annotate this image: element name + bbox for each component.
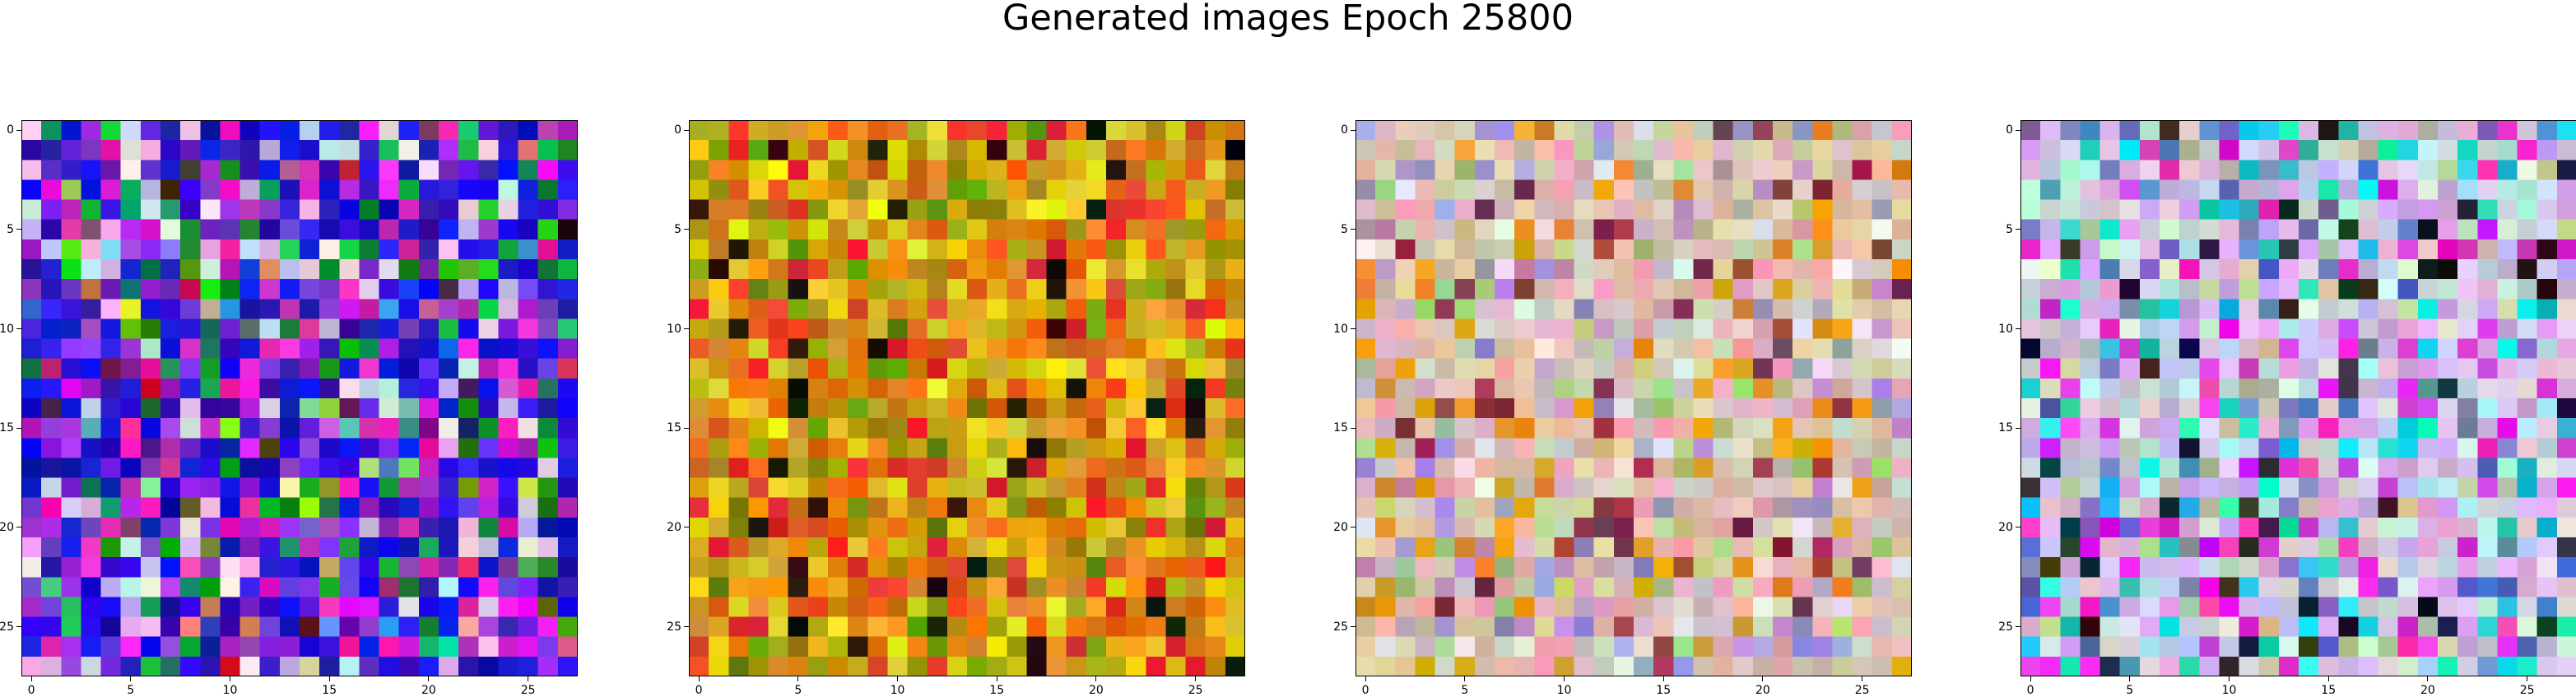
x-tick-mark [2427, 676, 2429, 681]
y-tick-label: 10 [1333, 322, 1348, 336]
x-tick-label: 5 [127, 684, 135, 697]
x-tick-label: 20 [2420, 684, 2435, 697]
y-tick-label: 25 [1998, 620, 2013, 634]
y-tick-mark [1351, 427, 1355, 429]
y-tick-mark [684, 129, 689, 131]
y-tick-mark [2016, 229, 2020, 230]
y-tick-mark [684, 229, 689, 230]
x-tick-mark [1564, 676, 1565, 681]
y-tick-label: 25 [667, 620, 681, 634]
generated-image-2 [689, 120, 1245, 676]
x-tick-label: 0 [695, 684, 703, 697]
x-tick-label: 25 [2519, 684, 2535, 697]
y-tick-label: 5 [2006, 222, 2013, 236]
y-tick-mark [16, 626, 21, 628]
y-tick-label: 5 [7, 222, 14, 236]
y-tick-label: 0 [2006, 123, 2013, 137]
x-tick-mark [2327, 676, 2329, 681]
x-tick-label: 0 [2026, 684, 2034, 697]
x-tick-label: 10 [2221, 684, 2237, 697]
y-tick-label: 15 [1998, 421, 2013, 435]
x-tick-label: 5 [794, 684, 802, 697]
x-tick-label: 0 [27, 684, 35, 697]
y-tick-mark [1351, 129, 1355, 131]
y-tick-label: 10 [1998, 322, 2013, 336]
x-tick-label: 15 [989, 684, 1005, 697]
y-tick-mark [2016, 328, 2020, 329]
y-tick-label: 0 [674, 123, 681, 137]
y-tick-mark [2016, 626, 2020, 628]
axes-frame [1355, 120, 1912, 676]
x-tick-mark [30, 676, 32, 681]
x-tick-mark [897, 676, 898, 681]
y-tick-mark [684, 626, 689, 628]
x-tick-mark [1195, 676, 1197, 681]
x-tick-mark [698, 676, 700, 681]
x-tick-mark [1762, 676, 1764, 681]
figure-title: Generated images Epoch 25800 [1002, 0, 1574, 39]
axes-frame [689, 120, 1245, 676]
x-tick-label: 15 [1656, 684, 1672, 697]
x-tick-mark [1464, 676, 1466, 681]
y-tick-mark [1351, 328, 1355, 329]
y-tick-label: 0 [1341, 123, 1348, 137]
y-tick-label: 25 [1333, 620, 1348, 634]
x-tick-label: 15 [322, 684, 337, 697]
y-tick-label: 25 [0, 620, 14, 634]
x-tick-mark [130, 676, 132, 681]
y-tick-mark [2016, 427, 2020, 429]
x-tick-label: 20 [1089, 684, 1104, 697]
x-tick-label: 10 [222, 684, 238, 697]
x-tick-label: 25 [520, 684, 536, 697]
x-tick-mark [2229, 676, 2230, 681]
y-tick-mark [1351, 626, 1355, 628]
y-tick-mark [1351, 229, 1355, 230]
y-tick-mark [16, 328, 21, 329]
y-tick-label: 5 [1341, 222, 1348, 236]
y-tick-label: 20 [667, 520, 681, 534]
x-tick-label: 5 [1461, 684, 1469, 697]
y-tick-label: 20 [1333, 520, 1348, 534]
x-tick-label: 25 [1188, 684, 1203, 697]
x-tick-mark [2129, 676, 2131, 681]
axes-frame [21, 120, 578, 676]
x-tick-mark [328, 676, 330, 681]
x-tick-label: 20 [1755, 684, 1770, 697]
y-tick-label: 20 [0, 520, 14, 534]
x-tick-label: 10 [1556, 684, 1572, 697]
x-tick-mark [1095, 676, 1097, 681]
x-tick-mark [797, 676, 799, 681]
y-tick-mark [16, 129, 21, 131]
y-tick-mark [16, 427, 21, 429]
x-tick-mark [1662, 676, 1664, 681]
x-tick-label: 5 [2126, 684, 2134, 697]
x-tick-label: 15 [2321, 684, 2337, 697]
x-tick-mark [1365, 676, 1366, 681]
y-tick-label: 15 [667, 421, 681, 435]
y-tick-label: 15 [0, 421, 14, 435]
x-tick-mark [2030, 676, 2031, 681]
y-tick-mark [684, 427, 689, 429]
y-tick-label: 15 [1333, 421, 1348, 435]
y-tick-label: 10 [0, 322, 14, 336]
generated-image-4 [2020, 120, 2576, 676]
y-tick-mark [16, 229, 21, 230]
x-tick-mark [428, 676, 430, 681]
y-tick-label: 5 [674, 222, 681, 236]
y-tick-label: 0 [7, 123, 14, 137]
x-tick-label: 10 [890, 684, 905, 697]
y-tick-mark [684, 328, 689, 329]
x-tick-label: 20 [421, 684, 436, 697]
generated-image-3 [1355, 120, 1912, 676]
y-tick-mark [2016, 129, 2020, 131]
x-tick-label: 25 [1854, 684, 1870, 697]
x-tick-label: 0 [1361, 684, 1369, 697]
axes-frame [2020, 120, 2576, 676]
y-tick-label: 10 [667, 322, 681, 336]
y-tick-label: 20 [1998, 520, 2013, 534]
generated-image-1 [21, 120, 578, 676]
